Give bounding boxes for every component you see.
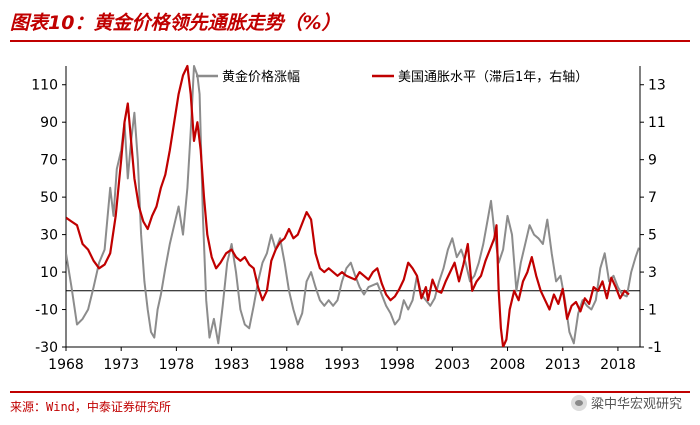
legend-layer: 黄金价格涨幅 美国通胀水平（滞后1年，右轴）	[196, 69, 588, 85]
figure-title: 图表10：黄金价格领先通胀走势（%）	[10, 12, 341, 34]
left-tick-label: -30	[35, 340, 58, 356]
left-tick-label: 10	[40, 265, 58, 281]
left-tick-label: 50	[40, 190, 58, 206]
left-tick-label: -10	[35, 303, 58, 319]
series-line-inflation	[66, 64, 630, 347]
right-tick-label: 3	[648, 265, 657, 281]
left-tick-label: 90	[40, 115, 58, 131]
x-tick-label: 1968	[48, 357, 84, 373]
x-tick-label: 2018	[600, 357, 636, 373]
x-tick-label: 2008	[490, 357, 526, 373]
x-tick-label: 1998	[379, 357, 415, 373]
right-tick-label: 1	[648, 303, 657, 319]
right-tick-label: -1	[648, 340, 662, 356]
x-tick-label: 1983	[214, 357, 250, 373]
title-rule	[10, 40, 690, 42]
x-tick-label: 1988	[269, 357, 305, 373]
series-line-gold	[66, 65, 640, 345]
x-tick-label: 1973	[103, 357, 139, 373]
series-layer	[66, 64, 640, 347]
x-tick-label: 2013	[545, 357, 581, 373]
right-tick-label: 7	[648, 190, 657, 206]
source-note: 来源：Wind，中泰证券研究所	[10, 400, 171, 414]
right-tick-label: 13	[648, 78, 666, 94]
watermark-text: 粱中华宏观研究	[590, 397, 682, 412]
wechat-icon	[570, 394, 587, 411]
left-tick-label: 110	[31, 78, 58, 94]
x-tick-label: 1993	[324, 357, 360, 373]
left-tick-label: 30	[40, 228, 58, 244]
legend-label: 美国通胀水平（滞后1年，右轴）	[398, 70, 588, 85]
watermark: 粱中华宏观研究	[570, 393, 682, 412]
right-tick-label: 5	[648, 228, 657, 244]
x-tick-label: 2003	[435, 357, 471, 373]
left-tick-label: 70	[40, 153, 58, 169]
right-tick-label: 9	[648, 153, 657, 169]
legend-label: 黄金价格涨幅	[222, 69, 300, 85]
right-tick-label: 11	[648, 115, 666, 131]
bottom-rule	[10, 391, 690, 393]
x-tick-label: 1978	[159, 357, 195, 373]
